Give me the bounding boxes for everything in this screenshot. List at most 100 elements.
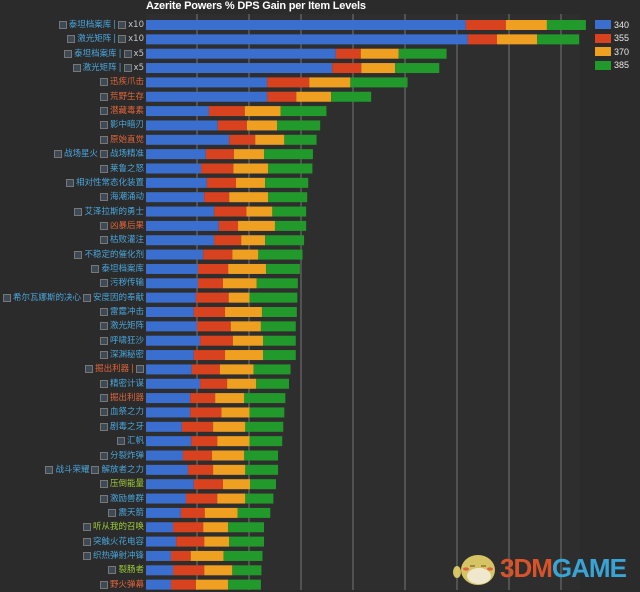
bar-segment-340 [146, 134, 230, 145]
azerite-power-icon [67, 35, 76, 44]
azerite-power-icon [99, 580, 108, 589]
category-label: 不稳定的催化剂 [74, 248, 144, 262]
azerite-power-icon [118, 35, 127, 44]
bar-segment-340 [146, 522, 174, 533]
bar-segment-355 [332, 63, 362, 74]
bar-segment-355 [193, 479, 223, 490]
bar-segment-385 [237, 507, 271, 518]
category-label: 雷霆冲击 [99, 305, 144, 319]
legend-swatch [595, 33, 611, 43]
bar-segment-385 [264, 149, 313, 160]
bar-segment-370 [217, 493, 246, 504]
category-label-text: 深渊秘密 [109, 350, 144, 361]
bar-segment-340 [146, 206, 215, 217]
bar-segment-355 [188, 464, 214, 475]
azerite-power-icon [74, 250, 83, 259]
bar-segment-340 [146, 565, 174, 576]
azerite-power-icon [123, 49, 132, 58]
category-label-text: x10 [128, 34, 144, 45]
category-label-text: 海潮涌动 [109, 192, 144, 203]
category-label-text: 听从我的召唤 [92, 522, 144, 533]
bar-segment-370 [360, 48, 399, 59]
bar-segment-370 [204, 565, 233, 576]
legend-item: 355 [595, 32, 629, 45]
category-label-text: 凶暴后果 [109, 220, 144, 231]
category-label: 野火弹幕 [99, 578, 144, 592]
category-label: 泰坦档案库 | x10 [58, 18, 144, 32]
bar-segment-340 [146, 120, 218, 131]
bar-segment-340 [146, 479, 194, 490]
bar-segment-385 [249, 436, 283, 447]
category-label: 战场星火 战场精准 [53, 147, 144, 161]
bar-segment-355 [170, 579, 196, 590]
bar-segment-370 [212, 450, 245, 461]
category-label-text: 战场星火 [63, 149, 98, 160]
azerite-power-icon [91, 264, 100, 273]
category-label: 莱鲁之怒 [99, 162, 144, 176]
bar-segment-340 [146, 364, 192, 375]
bar-segment-355 [193, 307, 226, 317]
bar-segment-340 [146, 149, 206, 160]
category-label: 织热弹射冲锋 [82, 549, 144, 563]
azerite-power-icon [99, 92, 108, 101]
bar-segment-355 [267, 91, 297, 102]
bar-segment-385 [249, 407, 285, 418]
category-label-text: 污秽传输 [109, 278, 144, 289]
bar-segment-385 [274, 220, 307, 231]
legend-item: 385 [595, 59, 629, 72]
category-label-text: 织热弹射冲锋 [92, 550, 144, 561]
bar-segment-370 [246, 206, 273, 217]
azerite-power-icon [85, 365, 94, 374]
bar-segment-340 [146, 91, 268, 102]
bar-segment-385 [223, 550, 263, 561]
category-label: 呼啸狂沙 [99, 334, 144, 348]
bar-segment-370 [228, 263, 267, 274]
bar-segment-355 [191, 364, 220, 375]
bar-segment-385 [268, 192, 308, 203]
label-separator: | [131, 364, 134, 375]
azerite-power-icon [99, 107, 108, 116]
bar-segment-340 [146, 220, 219, 231]
azerite-power-icon [116, 437, 125, 446]
bar-segment-385 [228, 522, 265, 533]
category-label-text: 压倒能量 [109, 479, 144, 490]
azerite-power-icon [64, 49, 73, 58]
bar-segment-340 [146, 192, 205, 203]
chart-title: Azerite Powers % DPS Gain per Item Level… [146, 0, 366, 12]
bar-segment-370 [215, 393, 245, 404]
category-label-text: 激光矩阵 [82, 63, 117, 74]
category-label-text: 精密计谋 [109, 378, 144, 389]
category-label-text: 泰坦档案库 [74, 48, 117, 59]
bar-segment-370 [222, 278, 257, 289]
bar-segment-370 [238, 220, 275, 231]
bar-segment-355 [186, 493, 218, 504]
category-label: 震天箭 [108, 506, 144, 520]
bar-segment-385 [228, 579, 261, 590]
category-label-text: 呼啸狂沙 [109, 335, 144, 346]
bar-segment-385 [253, 364, 291, 375]
category-label: 潜藏毒素 [99, 104, 144, 118]
category-label: 战斗荣耀 解放者之力 [45, 463, 144, 477]
category-label-text: 安度因的奉献 [92, 292, 144, 303]
azerite-power-icon [2, 293, 11, 302]
legend-swatch [595, 20, 611, 29]
category-label: 掘出利器 [99, 391, 144, 405]
bar-segment-340 [146, 263, 198, 274]
category-label-text: 泰坦档案库 [68, 20, 112, 30]
bar-segment-385 [260, 321, 296, 332]
category-label-text: 战斗荣耀 [55, 464, 90, 475]
bar-segment-370 [255, 134, 285, 145]
bar-segment-370 [204, 507, 238, 518]
legend-item: 340 [595, 18, 629, 31]
bar-segment-355 [200, 335, 233, 346]
category-label: 精密计谋 [99, 377, 144, 391]
bar-segment-340 [146, 393, 191, 404]
bar-segment-385 [265, 177, 309, 188]
category-label: 相对性常态化装置 [65, 176, 144, 190]
bar-segment-355 [182, 450, 213, 461]
bar-segment-385 [284, 134, 317, 145]
category-label-text: 影中暗刃 [109, 120, 144, 131]
azerite-power-icon [72, 64, 81, 73]
bar-segment-370 [244, 106, 281, 117]
